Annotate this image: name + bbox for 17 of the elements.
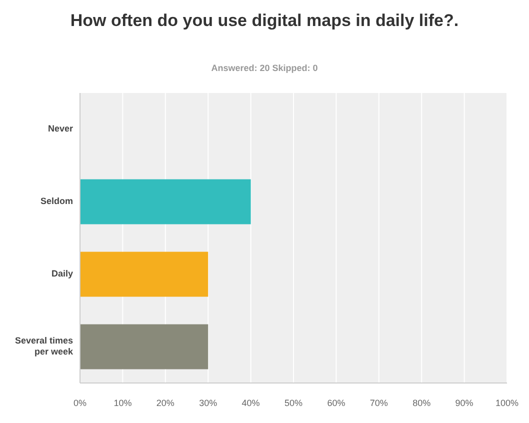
x-tick-label: 100% [495, 398, 519, 408]
y-tick-label: Several times per week [14, 336, 74, 357]
x-tick-label: 50% [284, 398, 303, 408]
y-tick-label: Daily [51, 268, 73, 279]
y-tick-label: Never [48, 124, 74, 134]
x-tick-label: 10% [114, 398, 132, 408]
y-tick-label: Seldom [40, 196, 73, 206]
x-tick-label: 80% [412, 398, 431, 408]
chart-title: How often do you use digital maps in daily life?. [70, 11, 459, 30]
x-tick-label: 60% [327, 398, 346, 408]
chart-subtitle: Answered: 20 Skipped: 0 [211, 63, 318, 73]
x-tick-label: 70% [370, 398, 388, 408]
x-tick-label: 90% [455, 398, 474, 408]
x-tick-label: 20% [156, 398, 174, 408]
x-tick-label: 0% [73, 398, 87, 408]
x-tick-label: 30% [199, 398, 218, 408]
x-tick-label: 40% [242, 398, 260, 408]
